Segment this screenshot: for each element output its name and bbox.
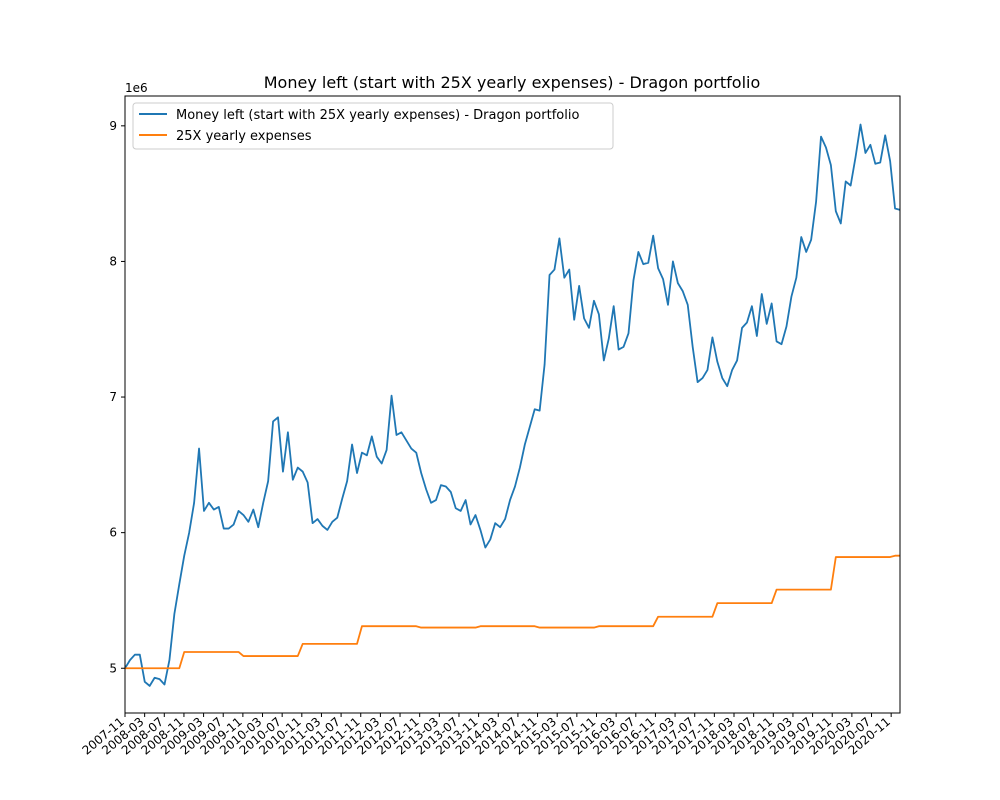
y-tick-label: 8 <box>109 254 117 268</box>
x-axis: 2007-112008-032008-072008-112009-032009-… <box>80 713 893 758</box>
y-tick-label: 6 <box>109 526 117 540</box>
legend-label-1: Money left (start with 25X yearly expens… <box>176 108 579 123</box>
series-line-2 <box>125 554 900 670</box>
legend-label-2: 25X yearly expenses <box>176 129 312 144</box>
series-layer <box>124 123 901 687</box>
y-tick-label: 7 <box>109 390 117 404</box>
y-axis: 5 6 7 8 9 <box>109 119 125 675</box>
legend: Money left (start with 25X yearly expens… <box>132 102 614 150</box>
y-tick-label: 9 <box>109 119 117 133</box>
y-tick-label: 5 <box>109 661 117 675</box>
plot-frame <box>124 95 901 714</box>
y-axis-multiplier-label: 1e6 <box>125 81 148 95</box>
series-line-1 <box>124 123 901 687</box>
legend-box <box>132 102 614 150</box>
chart-title: Money left (start with 25X yearly expens… <box>264 73 761 92</box>
